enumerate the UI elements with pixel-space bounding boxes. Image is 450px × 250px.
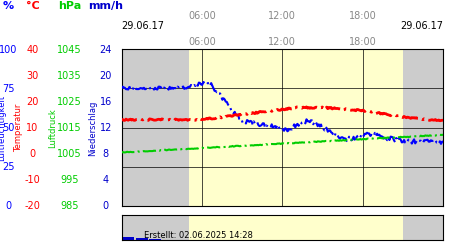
Bar (149, 239, 161, 240)
Text: 20: 20 (26, 97, 39, 107)
Text: 1035: 1035 (58, 71, 82, 81)
Text: 20: 20 (99, 71, 112, 81)
Text: 10: 10 (26, 123, 39, 133)
Text: mm/h: mm/h (88, 1, 123, 11)
Text: 30: 30 (26, 71, 39, 81)
Text: 1015: 1015 (58, 123, 82, 133)
Text: 8: 8 (103, 149, 109, 159)
Text: 25: 25 (2, 162, 14, 172)
Text: 1005: 1005 (58, 149, 82, 159)
Bar (189, 49, 403, 206)
Text: 24: 24 (99, 45, 112, 55)
Text: 100: 100 (0, 45, 17, 55)
Bar (403, 215, 443, 240)
Text: 06:00: 06:00 (188, 11, 216, 21)
Text: 12: 12 (99, 123, 112, 133)
Bar (189, 215, 403, 240)
Bar (403, 49, 443, 206)
Bar (135, 238, 148, 240)
Text: 29.06.17: 29.06.17 (122, 21, 165, 31)
Text: Erstellt: 02.06.2025 14:28: Erstellt: 02.06.2025 14:28 (144, 230, 253, 239)
Text: 40: 40 (26, 45, 39, 55)
Text: hPa: hPa (58, 1, 81, 11)
Bar (122, 237, 134, 240)
Text: 18:00: 18:00 (349, 11, 377, 21)
Text: 0: 0 (5, 201, 11, 211)
Text: -10: -10 (24, 175, 40, 185)
Text: 29.06.17: 29.06.17 (400, 21, 443, 31)
Text: 1025: 1025 (58, 97, 82, 107)
Text: 0: 0 (103, 201, 109, 211)
Bar (122, 215, 189, 240)
Text: 995: 995 (60, 175, 79, 185)
Text: 0: 0 (29, 149, 36, 159)
Text: 12:00: 12:00 (269, 11, 296, 21)
Text: 16: 16 (99, 97, 112, 107)
Text: 75: 75 (2, 84, 14, 94)
Text: 1045: 1045 (58, 45, 82, 55)
Bar (122, 49, 189, 206)
Text: Luftfeuchtigkeit: Luftfeuchtigkeit (0, 95, 6, 161)
Text: 50: 50 (2, 123, 14, 133)
Text: %: % (3, 1, 14, 11)
Text: Temperatur: Temperatur (14, 104, 23, 152)
Text: Luftdruck: Luftdruck (49, 108, 58, 148)
Text: °C: °C (26, 1, 39, 11)
Text: -20: -20 (24, 201, 40, 211)
Text: Niederschlag: Niederschlag (88, 100, 97, 156)
Text: 985: 985 (60, 201, 79, 211)
Text: 4: 4 (103, 175, 109, 185)
